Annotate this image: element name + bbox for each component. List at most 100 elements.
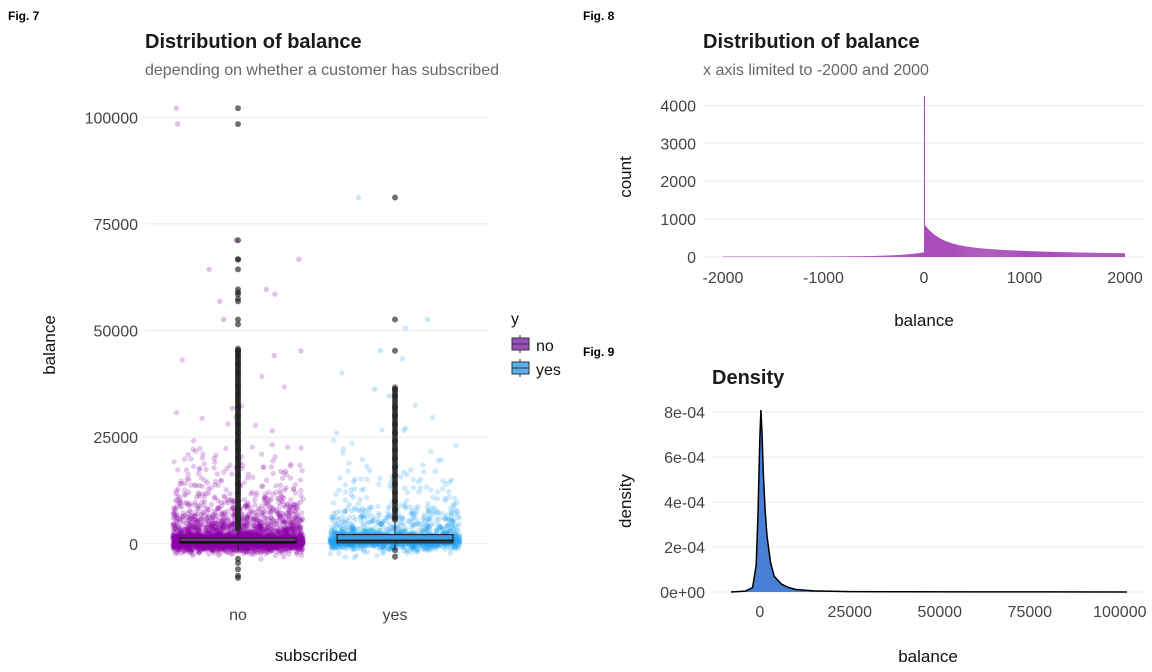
fig7-jitter-point <box>178 544 185 550</box>
fig7-jitter-point <box>244 529 250 535</box>
fig7-jitter-point <box>209 547 216 553</box>
fig7-jitter-point <box>261 509 267 515</box>
fig7-jitter-point <box>190 517 197 523</box>
fig7-jitter-point <box>263 477 270 483</box>
fig7-jitter-point <box>277 482 284 488</box>
fig7-jitter-point <box>219 517 226 524</box>
fig7-jitter-point <box>184 543 190 549</box>
fig7-jitter-point <box>363 525 370 532</box>
fig7-jitter-point <box>230 545 236 552</box>
fig7-jitter-point <box>274 508 280 514</box>
fig7-subtitle: depending on whether a customer has subs… <box>145 62 499 79</box>
fig7-jitter-point <box>170 511 176 517</box>
fig7-jitter-point <box>172 527 178 533</box>
fig7-jitter-point <box>218 478 224 484</box>
fig7-jitter-point <box>205 546 212 552</box>
fig7-jitter-point <box>367 504 373 511</box>
fig7-jitter-point <box>270 518 277 524</box>
fig7-jitter-point <box>214 532 220 539</box>
fig7-jitter-point <box>351 554 357 561</box>
fig7-jitter-point <box>173 534 179 540</box>
fig7-jitter-point <box>285 530 291 537</box>
fig7-jitter-point <box>198 475 205 481</box>
fig7-jitter-point <box>255 524 262 531</box>
fig7-gridlines <box>145 116 490 545</box>
fig7-jitter-point <box>176 532 182 538</box>
fig7-jitter-points <box>170 105 463 562</box>
fig7-jitter-point <box>268 526 274 533</box>
fig7-jitter-point <box>195 511 201 517</box>
fig7-jitter-point <box>249 474 256 480</box>
fig7-jitter-point <box>200 451 206 457</box>
fig7-jitter-point <box>254 544 260 550</box>
fig7-jitter-point <box>226 543 233 549</box>
fig7-jitter-point <box>412 511 419 517</box>
fig7-jitter-point <box>172 534 179 540</box>
fig7-jitter-point <box>218 519 225 526</box>
fig7-jitter-point <box>222 532 228 539</box>
fig7-jitter-point <box>401 469 407 475</box>
fig7-jitter-point <box>257 526 264 532</box>
fig7-jitter-point <box>259 547 265 553</box>
fig7-jitter-point <box>349 440 355 446</box>
fig7-jitter-point <box>345 468 351 474</box>
fig7-jitter-point <box>192 482 198 488</box>
fig7-jitter-point <box>298 547 304 553</box>
fig7-jitter-point <box>251 526 258 532</box>
fig7-jitter-point <box>348 487 354 493</box>
fig7-chart: Fig. 7 Distribution of balance depending… <box>8 9 561 665</box>
fig7-jitter-point <box>195 532 201 539</box>
fig7-jitter-point <box>209 546 216 553</box>
fig7-jitter-point <box>258 451 265 457</box>
fig7-jitter-point <box>187 500 193 507</box>
fig7-jitter-point <box>252 546 258 552</box>
fig7-jitter-point <box>202 513 208 519</box>
fig7-jitter-point <box>283 545 289 551</box>
fig7-jitter-point <box>248 546 254 552</box>
fig7-jitter-point <box>379 427 385 433</box>
fig7-jitter-point <box>185 530 191 537</box>
fig7-jitter-point <box>186 508 193 514</box>
fig7-jitter-point <box>284 529 291 535</box>
fig7-jitter-point <box>257 528 263 534</box>
fig7-jitter-point <box>191 438 197 444</box>
fig7-jitter-point <box>258 524 264 530</box>
fig7-jitter-point <box>456 515 463 521</box>
fig7-jitter-point <box>294 544 300 550</box>
fig7-jitter-point <box>259 532 266 538</box>
fig7-jitter-point <box>215 498 221 504</box>
fig7-jitter-point <box>421 469 427 475</box>
fig7-jitter-point <box>276 532 283 538</box>
fig7-jitter-point <box>171 546 178 552</box>
fig7-jitter-point <box>246 545 252 551</box>
fig7-jitter-point <box>219 545 225 552</box>
fig7-jitter-point <box>226 523 232 529</box>
fig7-jitter-point <box>177 543 183 549</box>
fig7-jitter-point <box>174 547 181 553</box>
fig7-jitter-point <box>243 532 249 539</box>
fig7-jitter-point <box>171 542 177 548</box>
fig7-jitter-point <box>202 543 208 549</box>
fig7-jitter-point <box>410 485 416 491</box>
fig7-jitter-point <box>428 449 434 455</box>
fig7-jitter-point <box>186 529 192 536</box>
fig7-jitter-point <box>207 529 214 535</box>
fig7-jitter-point <box>264 516 271 522</box>
fig7-jitter-point <box>287 463 293 469</box>
fig7-jitter-point <box>193 529 199 535</box>
fig7-jitter-point <box>174 533 181 540</box>
fig7-jitter-point <box>277 531 284 538</box>
fig7-jitter-point <box>221 494 228 500</box>
fig7-jitter-point <box>213 521 219 527</box>
fig7-jitter-point <box>273 483 279 489</box>
fig7-jitter-point <box>330 500 336 506</box>
fig7-jitter-point <box>229 405 235 411</box>
fig7-jitter-point <box>330 515 336 521</box>
fig7-jitter-point <box>239 546 245 553</box>
fig7-jitter-point <box>220 544 226 550</box>
fig7-jitter-point <box>171 536 178 542</box>
fig7-jitter-point <box>189 546 195 552</box>
fig7-jitter-point <box>216 530 223 537</box>
fig7-jitter-point <box>190 532 196 538</box>
fig7-jitter-point <box>339 370 345 376</box>
